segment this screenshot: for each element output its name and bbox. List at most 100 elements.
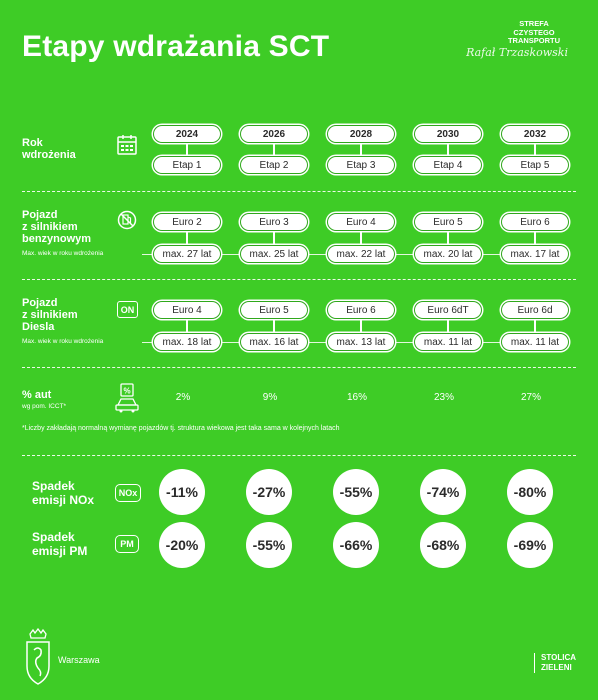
label-line: % aut (22, 389, 52, 401)
brand-line: STREFA (519, 19, 549, 28)
pill-top: 2024 (154, 126, 220, 142)
pill-top: Euro 5 (241, 302, 307, 318)
petrol-label: Pojazd z silnikiem benzynowym (22, 209, 91, 245)
pm-label: Spadek emisji PM (32, 530, 87, 558)
divider (22, 279, 576, 280)
page-title: Etapy wdrażania SCT (22, 30, 330, 63)
connector-line (360, 316, 362, 338)
connector-line (360, 140, 362, 161)
signature: Rafał Trzaskowski (466, 46, 568, 59)
label-line: Diesla (22, 321, 55, 333)
emission-drop-value: -69% (507, 522, 553, 568)
connector-line (534, 140, 536, 161)
car-share-value: 2% (175, 392, 191, 403)
pill-bottom: max. 20 lat (415, 246, 481, 262)
divider (22, 367, 576, 368)
pill-top: Euro 4 (154, 302, 220, 318)
footnote: *Liczby zakładają normalną wymianę pojaz… (22, 425, 340, 432)
label-line: Pojazd (22, 297, 58, 309)
nox-badge: NOx (115, 484, 141, 502)
pill-bottom: max. 13 lat (328, 334, 394, 350)
car-share-value: 9% (262, 392, 278, 403)
emission-drop-value: -27% (246, 469, 292, 515)
connector-line (186, 228, 188, 250)
label-line: wg pom. ICCT* (22, 403, 67, 410)
connector-line (447, 316, 449, 338)
nox-label: Spadek emisji NOx (32, 479, 94, 507)
car-share-value: 23% (433, 392, 454, 403)
pill-top: Euro 6d (502, 302, 568, 318)
pill-top: 2032 (502, 126, 568, 142)
cars-label: % aut wg pom. ICCT* (22, 389, 66, 413)
emission-drop-value: -74% (420, 469, 466, 515)
connector-line (534, 228, 536, 250)
connector-line (447, 140, 449, 161)
label-line: emisji NOx (32, 493, 95, 507)
connector-line (273, 316, 275, 338)
label-line: Rok (22, 137, 43, 149)
emission-drop-value: -68% (420, 522, 466, 568)
green-capital-logo: STOLICA ZIELENI (534, 653, 576, 673)
connector-line (186, 316, 188, 338)
brand-line: CZYSTEGO (513, 27, 555, 37)
label-line: emisji PM (32, 544, 88, 558)
pill-bottom: max. 11 lat (502, 334, 568, 350)
divider (22, 455, 576, 456)
pill-top: Euro 3 (241, 214, 307, 230)
svg-text:%: % (123, 387, 130, 396)
emission-drop-value: -11% (159, 469, 205, 515)
sct-logo: STREFA CZYSTEGO TRANSPORTU (494, 19, 574, 46)
pill-top: Euro 4 (328, 214, 394, 230)
diesel-on-badge: ON (117, 301, 138, 318)
pill-top: 2026 (241, 126, 307, 142)
emission-drop-value: -55% (333, 469, 379, 515)
label-line: wdrożenia (22, 149, 76, 161)
pill-top: 2030 (415, 126, 481, 142)
no-petrol-pump-icon (117, 210, 137, 230)
pill-bottom: Etap 1 (154, 157, 220, 173)
pill-top: Euro 2 (154, 214, 220, 230)
connector-line (447, 228, 449, 250)
pill-bottom: Etap 2 (241, 157, 307, 173)
pill-top: Euro 5 (415, 214, 481, 230)
warsaw-crest-icon (26, 628, 50, 685)
pill-top: Euro 6 (328, 302, 394, 318)
label-line: benzynowym (22, 233, 92, 245)
connector-line (273, 140, 275, 161)
pill-bottom: Etap 3 (328, 157, 394, 173)
pill-top: 2028 (328, 126, 394, 142)
pill-bottom: max. 25 lat (241, 246, 307, 262)
year-label: Rok wdrożenia (22, 137, 76, 161)
connector-line (273, 228, 275, 250)
emission-drop-value: -55% (246, 522, 292, 568)
emission-drop-value: -20% (159, 522, 205, 568)
label-line: z silnikiem (22, 309, 78, 321)
pill-bottom: max. 27 lat (154, 246, 220, 262)
pill-bottom: max. 22 lat (328, 246, 394, 262)
brand-line: TRANSPORTU (507, 36, 561, 45)
label-line: z silnikiem (22, 221, 78, 233)
pill-top: Euro 6 (502, 214, 568, 230)
connector-line (186, 140, 188, 161)
car-share-value: 16% (346, 392, 367, 403)
pill-bottom: max. 17 lat (502, 246, 568, 262)
car-share-value: 27% (520, 392, 541, 403)
label-line: Spadek (32, 530, 75, 544)
diesel-label: Pojazd z silnikiem Diesla (22, 297, 78, 333)
connector-line (360, 228, 362, 250)
connector-line (534, 316, 536, 338)
pill-bottom: max. 18 lat (154, 334, 220, 350)
pill-bottom: max. 16 lat (241, 334, 307, 350)
petrol-sub: Max. wiek w roku wdrożenia (22, 250, 104, 257)
pm-badge: PM (115, 535, 139, 553)
emission-drop-value: -80% (507, 469, 553, 515)
tag-line: ZIELENI (541, 663, 572, 672)
pill-bottom: Etap 4 (415, 157, 481, 173)
diesel-sub: Max. wiek w roku wdrożenia (22, 338, 104, 345)
car-percent-icon: % (115, 383, 139, 413)
label-line: Spadek (32, 479, 75, 493)
calendar-icon (117, 135, 137, 155)
label-line: Pojazd (22, 209, 58, 221)
divider (22, 191, 576, 192)
emission-drop-value: -66% (333, 522, 379, 568)
